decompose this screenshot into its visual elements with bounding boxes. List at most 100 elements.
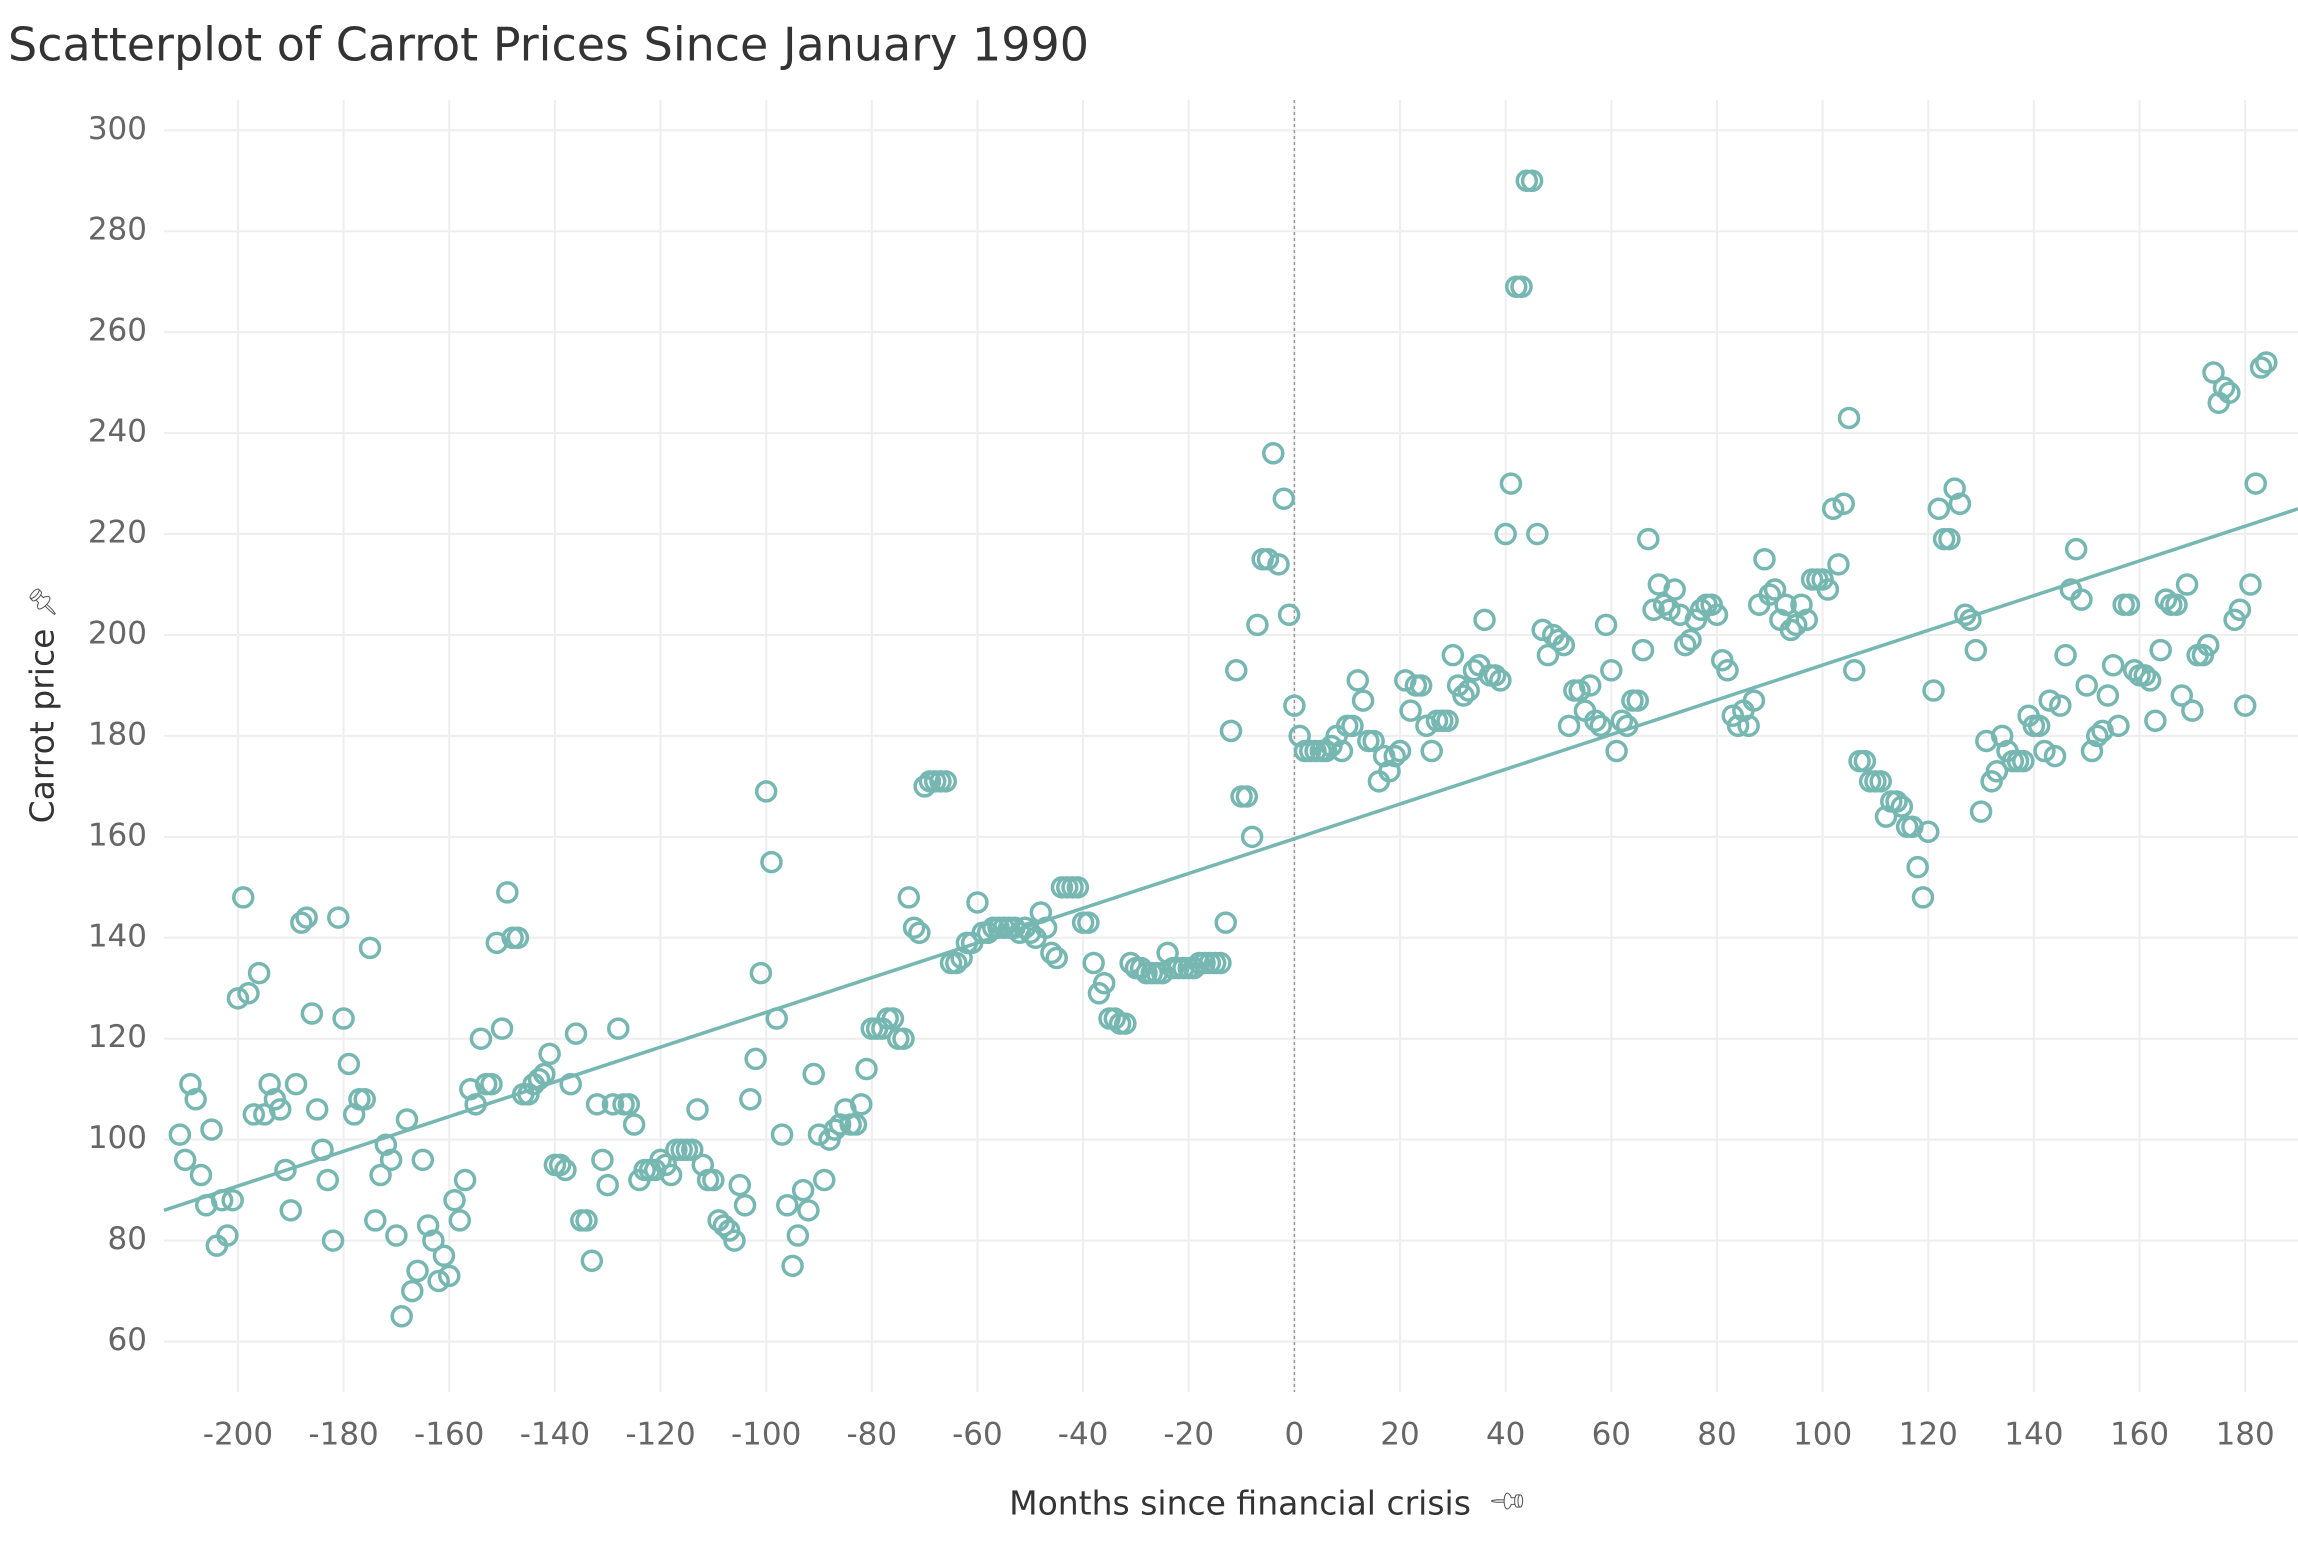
point (432, 1244, 456, 1267)
x-tick-label: -180 (308, 1417, 378, 1453)
point (728, 1173, 752, 1197)
point (1790, 593, 1813, 616)
point (290, 911, 313, 934)
point (802, 1062, 825, 1086)
point (2080, 739, 2104, 763)
x-tick-label: -80 (846, 1417, 897, 1453)
point (744, 1047, 767, 1071)
x-tick-label: 0 (1285, 1417, 1305, 1453)
point (226, 987, 250, 1010)
point (596, 1173, 619, 1197)
points (168, 169, 2278, 1328)
point (1383, 744, 1406, 768)
point (2043, 744, 2067, 768)
point (1578, 674, 1602, 697)
point (1473, 608, 1496, 632)
point (1906, 855, 1929, 879)
point (1092, 971, 1116, 995)
point (1885, 790, 1908, 813)
point (2075, 674, 2098, 697)
point (1346, 669, 1370, 692)
point (411, 1148, 435, 1172)
x-axis-title-group: Months since financial crisis 📌︎ (1009, 1479, 1531, 1524)
point (1420, 739, 1443, 763)
point (374, 1133, 398, 1156)
point (554, 1158, 577, 1182)
point (2202, 361, 2225, 384)
y-tick-label: 120 (88, 1019, 147, 1055)
point (2233, 694, 2257, 717)
point (422, 1229, 445, 1252)
point (1705, 603, 1729, 627)
point (1795, 608, 1819, 632)
point (1531, 618, 1554, 642)
point (2170, 684, 2194, 707)
point (1314, 739, 1338, 763)
point (2249, 356, 2273, 379)
point (1288, 724, 1311, 748)
point (1246, 613, 1269, 637)
x-tick-label: -20 (1163, 1417, 1214, 1453)
grid (164, 100, 2298, 1392)
x-tick-label: -140 (520, 1417, 590, 1453)
point (770, 1123, 794, 1146)
x-tick-label: -40 (1058, 1417, 1109, 1453)
point (1874, 805, 1898, 828)
point (702, 1168, 725, 1192)
y-tick-label: 260 (88, 313, 147, 349)
point (2196, 633, 2220, 657)
point (247, 961, 271, 985)
point (1821, 497, 1845, 521)
point (406, 1259, 429, 1283)
point (580, 1249, 604, 1273)
y-tick-label: 180 (88, 716, 147, 752)
point (908, 921, 931, 944)
point (1753, 548, 1776, 571)
point (1436, 709, 1459, 733)
point (496, 881, 519, 904)
point (506, 926, 530, 950)
point (2228, 598, 2252, 621)
point (1716, 659, 1739, 682)
point (258, 1072, 281, 1096)
point (881, 1007, 905, 1030)
point (1156, 941, 1179, 965)
point (849, 1093, 873, 1116)
point (1272, 487, 1296, 510)
point (1034, 916, 1058, 939)
point (575, 1209, 598, 1232)
point (427, 1269, 450, 1293)
point (2244, 472, 2267, 495)
point (2054, 643, 2077, 667)
point (416, 1214, 440, 1237)
point (1969, 800, 1993, 823)
point (1584, 709, 1607, 733)
point (1040, 941, 1063, 965)
point (1256, 548, 1280, 571)
point (1452, 684, 1475, 707)
point (284, 1072, 308, 1096)
point (1758, 583, 1782, 606)
y-tick-label: 80 (108, 1221, 147, 1257)
point (2165, 593, 2188, 616)
point (1409, 674, 1433, 697)
point (1737, 714, 1760, 738)
point (274, 1158, 297, 1182)
point (1890, 795, 1914, 818)
x-tick-label: 100 (1793, 1417, 1852, 1453)
point (1557, 714, 1581, 738)
point (1779, 618, 1803, 642)
point (2212, 376, 2236, 399)
point (1600, 659, 1623, 682)
point (2038, 689, 2061, 712)
point (353, 1088, 376, 1111)
point (2144, 709, 2167, 733)
point (1441, 643, 1465, 667)
point (585, 1093, 609, 1116)
x-tick-label: 40 (1486, 1417, 1525, 1453)
point (2086, 724, 2109, 748)
point (749, 961, 773, 985)
x-tick-label: 60 (1592, 1417, 1631, 1453)
point (364, 1209, 387, 1232)
point (659, 1163, 683, 1187)
